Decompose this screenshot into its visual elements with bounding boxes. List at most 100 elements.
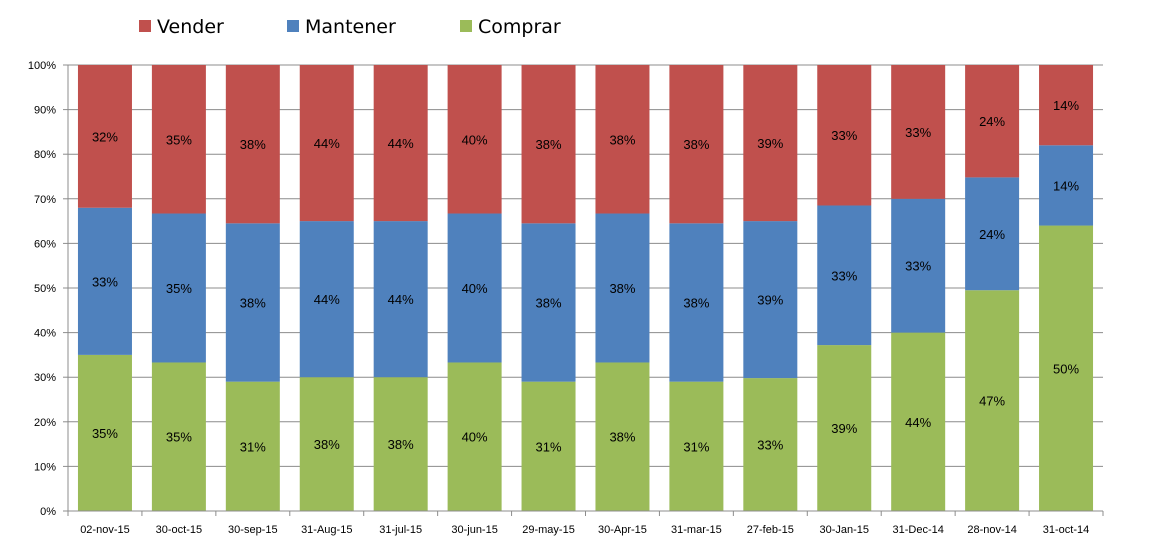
bar-comprar	[373, 377, 428, 511]
bar-mantener	[817, 205, 872, 346]
data-label-mantener: 24%	[979, 227, 1005, 242]
x-tick-label: 31-jul-15	[379, 524, 422, 536]
bar-mantener	[743, 221, 798, 379]
x-tick-label: 30-jun-15	[451, 524, 497, 536]
bar-mantener	[965, 177, 1020, 291]
y-tick-label: 90%	[34, 105, 56, 117]
data-label-vender: 40%	[462, 132, 488, 147]
bar-vender	[299, 65, 354, 222]
data-label-vender: 38%	[240, 137, 266, 152]
data-label-vender: 14%	[1053, 98, 1079, 113]
bar-vender	[447, 65, 502, 214]
data-label-mantener: 14%	[1053, 178, 1079, 193]
data-labels: 35% 33% 32% 35% 35% 35% 31% 38% 38% 38% 44% 44% 38% 4…	[92, 98, 1080, 454]
x-tick-label: 30-Apr-15	[598, 524, 647, 536]
data-label-mantener: 33%	[831, 268, 857, 283]
x-tick-label: 31-mar-15	[671, 524, 722, 536]
data-label-mantener: 44%	[314, 292, 340, 307]
bar-vender	[1039, 65, 1094, 146]
gridlines	[68, 64, 1103, 467]
bar-comprar	[521, 381, 576, 511]
bar-comprar	[299, 377, 354, 511]
data-label-vender: 33%	[831, 128, 857, 143]
data-label-mantener: 33%	[92, 274, 118, 289]
bar-comprar	[669, 381, 724, 511]
data-label-vender: 39%	[757, 136, 783, 151]
data-label-mantener: 38%	[609, 281, 635, 296]
bar-mantener	[1039, 145, 1094, 226]
data-label-vender: 32%	[92, 129, 118, 144]
data-label-mantener: 38%	[536, 295, 562, 310]
bar-mantener	[891, 198, 946, 333]
x-tick-label: 02-nov-15	[80, 524, 130, 536]
data-label-comprar: 33%	[757, 438, 783, 453]
data-label-comprar: 40%	[462, 430, 488, 445]
legend-label-comprar: Comprar	[478, 16, 561, 38]
data-label-comprar: 35%	[166, 430, 192, 445]
legend-label-vender: Vender	[157, 16, 224, 38]
bar-comprar	[77, 354, 132, 511]
y-tick-label: 60%	[34, 238, 56, 250]
bar-mantener	[77, 207, 132, 355]
data-label-comprar: 50%	[1053, 361, 1079, 376]
data-label-comprar: 38%	[314, 437, 340, 452]
legend-swatch-comprar	[460, 20, 472, 32]
bar-vender	[669, 65, 724, 224]
x-tick-label: 31-oct-14	[1043, 524, 1089, 536]
bar-vender	[373, 65, 428, 222]
bar-vender	[225, 65, 280, 224]
y-tick-label: 40%	[34, 328, 56, 340]
data-label-vender: 33%	[905, 125, 931, 140]
bar-mantener	[669, 223, 724, 382]
data-label-vender: 35%	[166, 132, 192, 147]
bar-comprar	[965, 290, 1020, 511]
x-tick-label: 29-may-15	[522, 524, 575, 536]
bar-comprar	[891, 332, 946, 511]
y-tick-label: 10%	[34, 461, 56, 473]
legend-swatch-mantener	[287, 20, 299, 32]
x-tick-label: 31-Aug-15	[301, 524, 352, 536]
bar-mantener	[151, 213, 206, 363]
bar-comprar	[743, 378, 798, 511]
data-label-mantener: 40%	[462, 281, 488, 296]
data-label-comprar: 31%	[240, 439, 266, 454]
x-tick-label: 31-Dec-14	[892, 524, 943, 536]
bar-comprar	[447, 362, 502, 511]
bar-vender	[77, 65, 132, 208]
data-label-mantener: 44%	[388, 292, 414, 307]
bars	[77, 65, 1094, 511]
data-label-comprar: 35%	[92, 426, 118, 441]
bar-comprar	[817, 345, 872, 511]
bar-mantener	[373, 221, 428, 378]
bar-comprar	[1039, 225, 1094, 511]
bar-comprar	[225, 381, 280, 511]
data-label-mantener: 35%	[166, 281, 192, 296]
y-tick-label: 30%	[34, 372, 56, 384]
bar-comprar	[151, 362, 206, 511]
data-label-vender: 38%	[683, 137, 709, 152]
legend: Vender Mantener Comprar	[139, 16, 561, 38]
bar-mantener	[595, 213, 650, 363]
data-label-comprar: 44%	[905, 415, 931, 430]
x-tick-label: 27-feb-15	[747, 524, 794, 536]
data-label-comprar: 39%	[831, 421, 857, 436]
bar-mantener	[521, 223, 576, 382]
y-tick-label: 50%	[34, 283, 56, 295]
legend-label-mantener: Mantener	[305, 16, 396, 38]
y-tick-label: 70%	[34, 194, 56, 206]
data-label-mantener: 38%	[683, 295, 709, 310]
bar-vender	[151, 65, 206, 214]
data-label-comprar: 47%	[979, 394, 1005, 409]
bar-vender	[521, 65, 576, 224]
data-label-mantener: 33%	[905, 259, 931, 274]
x-tick-label: 28-nov-14	[967, 524, 1017, 536]
y-tick-label: 100%	[28, 60, 56, 72]
data-label-comprar: 38%	[388, 437, 414, 452]
bar-comprar	[595, 362, 650, 511]
bar-vender	[891, 65, 946, 199]
data-label-vender: 38%	[609, 132, 635, 147]
axes: 0% 10% 20% 30% 40% 50% 60% 70% 80% 90% 100% 02-nov-…	[28, 60, 1104, 536]
data-label-mantener: 39%	[757, 293, 783, 308]
bar-mantener	[447, 213, 502, 363]
x-tick-label: 30-Jan-15	[819, 524, 869, 536]
